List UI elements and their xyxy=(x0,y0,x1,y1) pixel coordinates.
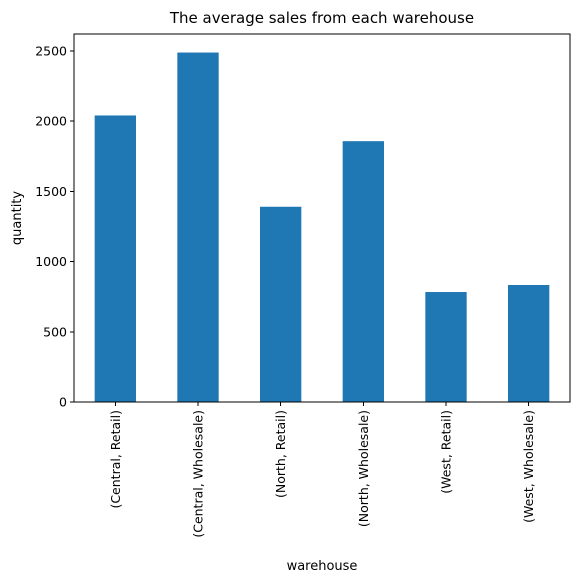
x-axis: (Central, Retail) (Central, Wholesale) (No… xyxy=(108,402,536,538)
y-tick-label: 1000 xyxy=(35,254,67,269)
x-tick-label: (Central, Retail) xyxy=(108,410,123,509)
y-tick-label: 1500 xyxy=(35,184,67,199)
y-tick-label: 2000 xyxy=(35,114,67,129)
bars-group xyxy=(94,52,550,403)
bar xyxy=(425,292,467,402)
bar xyxy=(260,206,302,402)
x-tick-label: (West, Wholesale) xyxy=(521,410,536,523)
y-axis-label: quantity xyxy=(10,191,25,246)
bar xyxy=(177,52,219,402)
plot-frame xyxy=(73,33,571,403)
bar xyxy=(342,141,384,402)
y-tick-label: 500 xyxy=(43,324,67,339)
y-tick-label: 0 xyxy=(59,395,67,410)
y-tick-label: 2500 xyxy=(35,43,67,58)
x-tick-label: (North, Retail) xyxy=(273,410,288,498)
y-axis: 0 500 1000 1500 2000 2500 xyxy=(35,43,74,410)
x-axis-label: warehouse xyxy=(287,559,358,574)
x-tick-label: (West, Retail) xyxy=(439,410,454,494)
chart-title: The average sales from each warehouse xyxy=(169,9,474,27)
x-tick-label: (North, Wholesale) xyxy=(356,410,371,527)
bar xyxy=(94,115,136,403)
x-tick-label: (Central, Wholesale) xyxy=(191,410,206,538)
bar xyxy=(508,284,550,402)
